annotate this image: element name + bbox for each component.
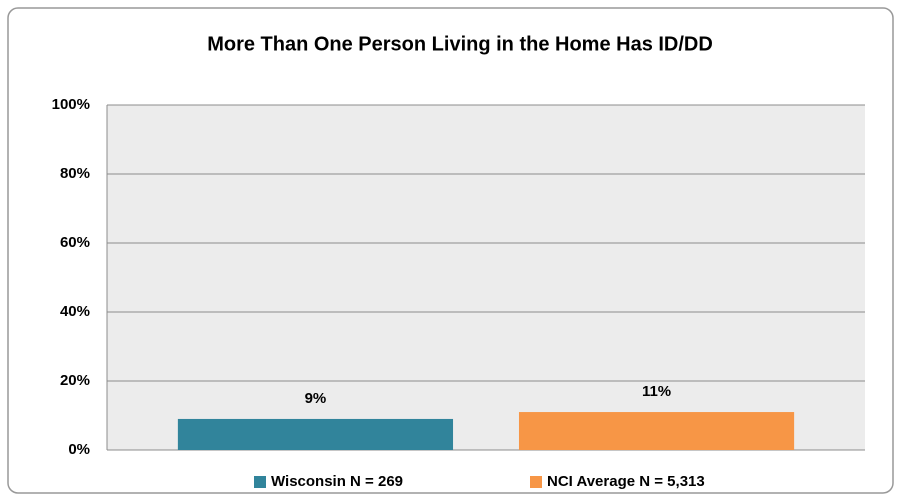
y-tick-label: 100% [52, 96, 90, 113]
legend-label: Wisconsin N = 269 [271, 473, 403, 490]
legend-label: NCI Average N = 5,313 [547, 473, 705, 490]
y-tick-label: 60% [60, 234, 90, 251]
bar [518, 412, 795, 450]
chart-title: More Than One Person Living in the Home … [207, 33, 713, 55]
y-tick-label: 0% [68, 441, 90, 458]
data-label: 11% [642, 383, 671, 400]
plot-area [107, 105, 865, 450]
y-tick-label: 40% [60, 303, 90, 320]
bar [177, 418, 454, 450]
legend-swatch [254, 476, 266, 488]
y-tick-label: 80% [60, 165, 90, 182]
data-label: 9% [305, 390, 327, 407]
legend-swatch [530, 476, 542, 488]
y-tick-label: 20% [60, 372, 90, 389]
